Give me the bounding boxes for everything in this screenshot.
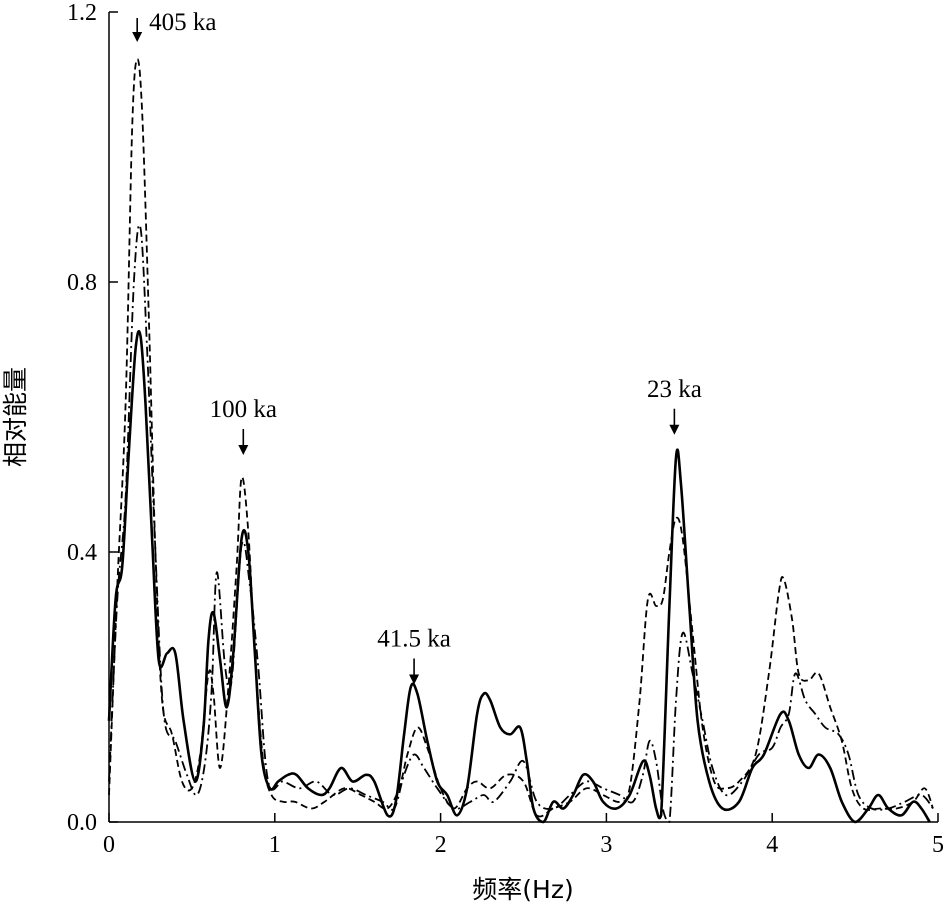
x-ticks: 0 1 2 3 4 5	[103, 813, 944, 858]
x-tick-label: 4	[766, 832, 778, 858]
y-tick-label: 1.2	[67, 0, 97, 26]
annotation-arrow-head	[409, 674, 420, 685]
annotations: 405 ka 100 ka 41.5 ka 23 ka	[132, 9, 702, 685]
annotation-label: 23 ka	[647, 376, 702, 403]
y-tick-label: 0.8	[67, 270, 97, 296]
x-tick-label: 0	[103, 832, 115, 858]
y-ticks: 0.0 0.4 0.8 1.2	[67, 0, 118, 836]
annotation: 405 ka	[132, 9, 217, 42]
axes	[108, 12, 938, 823]
y-axis-label: 相对能量	[1, 367, 30, 467]
annotation-label: 41.5 ka	[377, 626, 451, 653]
series-group	[107, 58, 934, 824]
series-line-solid	[107, 329, 931, 824]
annotation-arrow-head	[669, 424, 680, 435]
x-tick-label: 5	[932, 832, 944, 858]
y-tick-label: 0.0	[67, 810, 97, 836]
annotation-label: 405 ka	[149, 9, 216, 36]
y-tick-label: 0.4	[67, 540, 97, 566]
x-tick-label: 2	[435, 832, 447, 858]
x-axis-label: 频率(Hz)	[472, 875, 573, 904]
series-line-dashdot	[108, 224, 934, 823]
series-line-dashed	[108, 58, 934, 818]
annotation-arrow-head	[238, 445, 249, 455]
annotation: 41.5 ka	[377, 626, 451, 685]
x-tick-label: 1	[269, 832, 281, 858]
annotation-label: 100 ka	[210, 396, 277, 423]
annotation: 23 ka	[647, 376, 702, 435]
annotation-arrow-head	[132, 32, 143, 42]
x-tick-label: 3	[600, 832, 612, 858]
annotation: 100 ka	[210, 396, 277, 455]
